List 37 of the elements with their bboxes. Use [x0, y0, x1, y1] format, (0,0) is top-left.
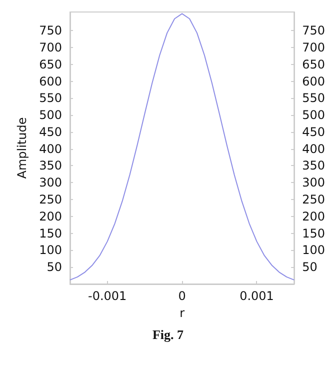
- y-tick-label: 500: [39, 108, 62, 122]
- y2-tick-label: 650: [302, 57, 325, 72]
- y-tick-label: 750: [39, 24, 62, 38]
- x-tick-label: 0: [178, 289, 186, 303]
- y2-tick-label: 350: [302, 158, 325, 173]
- y-tick-label: 650: [39, 57, 62, 72]
- y2-tick-label: 550: [302, 91, 325, 106]
- x-axis-title: r: [180, 306, 185, 320]
- y2-tick-label: 750: [302, 24, 325, 38]
- y-tick-label: 300: [39, 176, 62, 190]
- y-tick-label: 400: [39, 142, 62, 156]
- y-tick-label: 350: [39, 158, 62, 173]
- x-tick-label: -0.001: [88, 289, 127, 303]
- y-axis-title: Amplitude: [15, 117, 29, 179]
- y-tick-label: 550: [39, 91, 62, 106]
- y2-tick-label: 400: [302, 142, 325, 156]
- y2-tick-label: 100: [302, 243, 325, 258]
- y2-tick-label: 500: [302, 108, 325, 122]
- y2-tick-label: 50: [302, 260, 318, 274]
- y2-tick-label: 700: [302, 40, 325, 54]
- line-series: [70, 13, 295, 280]
- y2-tick-label: 250: [302, 192, 325, 207]
- caption: Fig. 7: [152, 327, 184, 342]
- y-tick-label: 150: [39, 226, 62, 240]
- y2-tick-label: 600: [302, 74, 325, 88]
- y2-tick-label: 300: [302, 176, 325, 190]
- y-tick-label: 200: [39, 209, 62, 224]
- y-tick-label: 50: [46, 260, 62, 274]
- x-tick-label: 0.001: [240, 289, 274, 303]
- y2-tick-label: 450: [302, 124, 325, 139]
- y2-tick-label: 150: [302, 226, 325, 240]
- y-tick-label: 700: [39, 40, 62, 54]
- y-tick-label: 250: [39, 192, 62, 207]
- y-tick-label: 600: [39, 74, 62, 88]
- y-tick-label: 450: [39, 124, 62, 139]
- y2-tick-label: 200: [302, 209, 325, 224]
- y-tick-label: 100: [39, 243, 62, 258]
